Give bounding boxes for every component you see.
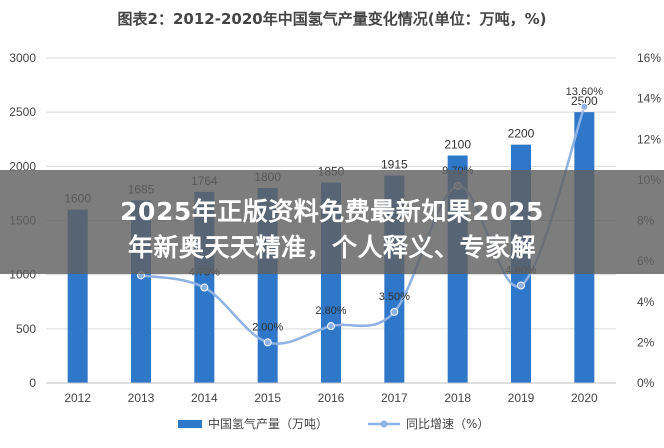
x-tick-label: 2015 [254,391,281,405]
y-left-tick-label: 500 [16,322,36,336]
growth-rate-point [200,283,209,292]
legend-label-production: 中国氢气产量（万吨） [208,416,328,431]
growth-rate-point [327,322,335,331]
x-tick-label: 2012 [64,391,91,405]
y-left-tick-label: 0 [29,376,36,390]
legend-swatch-production [178,420,202,428]
growth-rate-point [517,281,525,290]
legend-marker-growth [380,420,388,428]
x-tick-label: 2020 [571,391,598,405]
bar-value-label: 2500 [571,94,598,108]
bar-value-label: 2100 [444,138,471,152]
x-tick-label: 2018 [444,391,471,405]
x-tick-label: 2014 [191,391,218,405]
y-left-tick-label: 2000 [9,159,36,173]
y-right-tick-label: 16% [637,51,661,65]
growth-rate-point [580,102,589,111]
headline-line-2: 年新奥天天精准，个人释义、专家解 [127,233,536,262]
y-right-tick-label: 12% [637,132,661,146]
growth-rate-label: 13.60% [566,86,604,98]
headline-line-1: 2025年正版资料免费最新如果2025 [120,197,544,226]
growth-rate-label: 3.50% [379,291,410,303]
x-tick-label: 2013 [128,391,155,405]
y-right-tick-label: 0% [637,376,655,390]
bar-value-label: 1915 [381,158,408,172]
x-tick-label: 2016 [318,391,345,405]
growth-rate-label: 2.80% [315,305,346,317]
bar-value-label: 2200 [508,127,535,141]
y-right-tick-label: 2% [637,335,655,349]
growth-rate-point [390,307,399,316]
growth-rate-label: 2.00% [252,321,283,333]
growth-rate-point [263,338,272,347]
y-right-tick-label: 4% [637,295,655,309]
chart-title: 图表2：2012-2020年中国氢气产量变化情况(单位：万吨，%) [117,10,547,28]
y-left-tick-label: 2500 [9,105,36,119]
y-right-tick-label: 14% [637,92,661,106]
headline-banner: 2025年正版资料免费最新如果2025 年新奥天天精准，个人释义、专家解 [0,170,664,274]
x-tick-label: 2017 [381,391,408,405]
legend-label-growth: 同比增速（%） [406,417,489,431]
y-left-tick-label: 3000 [9,51,36,65]
x-tick-label: 2019 [508,391,535,405]
